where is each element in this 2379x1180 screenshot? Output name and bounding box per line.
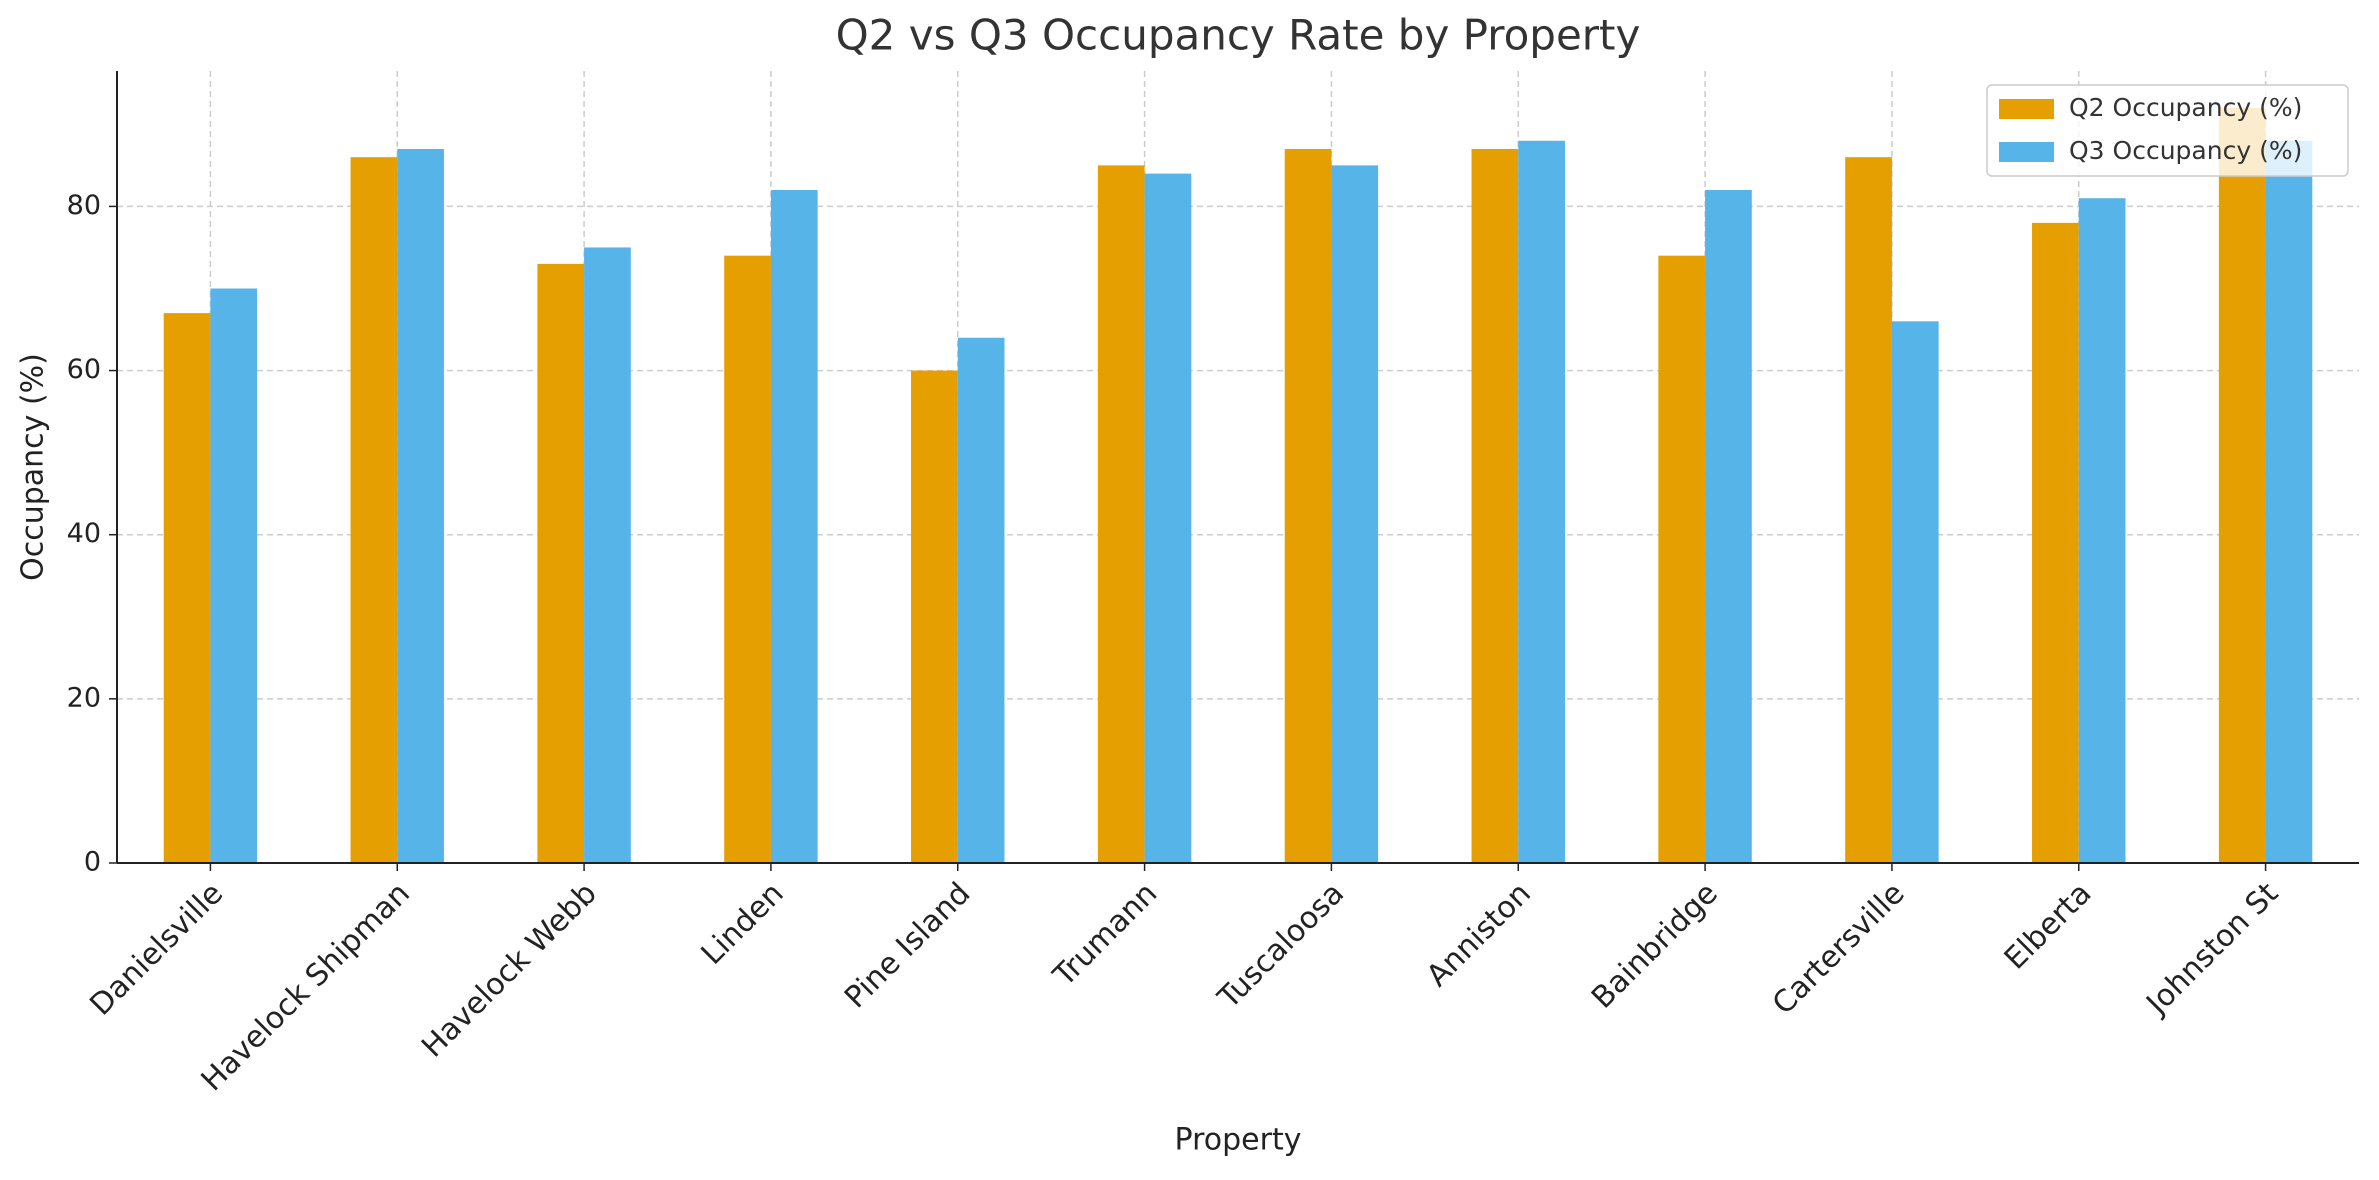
bar [1144,173,1192,863]
y-tick-label: 60 [67,354,101,385]
x-tick-label: Tuscaloosa [1211,876,1351,1016]
legend-label: Q2 Occupancy (%) [2069,93,2302,122]
bar [584,247,631,864]
legend-label: Q3 Occupancy (%) [2069,136,2302,165]
chart-title: Q2 vs Q3 Occupancy Rate by Property [836,11,1641,60]
y-tick-label: 0 [84,847,101,878]
x-tick-label: Johnston St [2139,876,2286,1023]
grid [117,71,2359,864]
bar [1658,255,1706,863]
bar [1518,140,1565,863]
y-tick-label: 40 [67,518,101,549]
bar [210,288,258,864]
bar [350,157,398,864]
x-tick-label: Havelock Shipman [195,876,417,1098]
legend-swatch [1999,142,2054,162]
bar [957,337,1005,864]
legend-swatch [1999,99,2054,119]
bar [2078,198,2126,864]
bar [2032,222,2079,863]
bar [1891,321,1939,863]
x-tick-label: Cartersville [1766,876,1912,1022]
bar [2218,107,2266,864]
bar [770,190,818,863]
bar [1705,190,1752,863]
bar [1331,165,1379,863]
bar [537,263,585,863]
bar [1845,157,1892,864]
bar [2265,140,2313,863]
x-tick-label: Havelock Webb [415,876,604,1065]
bar [1471,148,1519,863]
bar [724,255,771,863]
y-axis-label: Occupancy (%) [16,353,51,581]
bars [163,107,2313,864]
y-tick-label: 20 [67,682,101,713]
x-tick-label: Danielsville [83,876,230,1023]
x-tick-label: Anniston [1420,876,1538,994]
legend-box [1986,84,2349,177]
x-tick-label: Bainbridge [1585,876,1725,1016]
x-tick-label: Elberta [1998,876,2099,977]
x-tick-label: Pine Island [838,876,977,1015]
bar [397,148,444,863]
y-tick-label: 80 [67,190,101,221]
bar [1097,165,1145,863]
x-axis-label: Property [1175,1123,1302,1158]
bar [1284,148,1332,863]
bar [911,370,958,863]
bar [163,313,211,863]
x-tick-label: Trumann [1046,876,1164,994]
x-tick-label: Linden [695,876,791,972]
